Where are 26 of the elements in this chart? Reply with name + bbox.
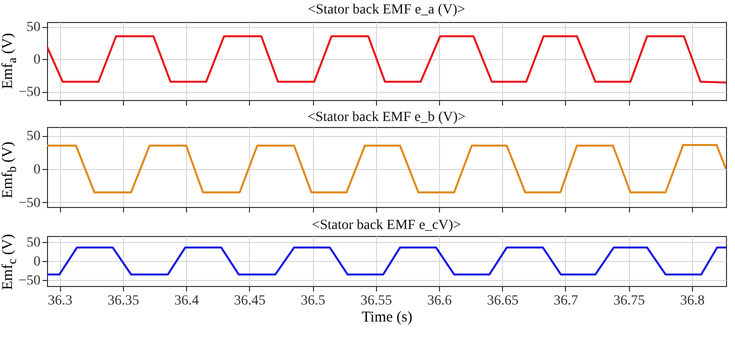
- x-tick-label: 36.6: [427, 294, 452, 308]
- x-tick-label: 36.55: [360, 294, 392, 308]
- chart-title: <Stator back EMF e_b (V)>: [307, 110, 466, 125]
- y-tick-label: −50: [18, 196, 40, 211]
- x-tick-label: 36.3: [48, 294, 72, 308]
- x-tick-label: 36.65: [486, 294, 518, 308]
- y-tick-label: 0: [34, 52, 40, 68]
- x-tick-label: 36.8: [680, 294, 705, 308]
- y-tick-label: 50: [26, 235, 40, 250]
- y-tick-label: −50: [18, 85, 40, 100]
- y-tick-label: 50: [26, 129, 40, 144]
- chart-title: <Stator back EMF e_cV)>: [312, 218, 462, 233]
- chart-title: <Stator back EMF e_a (V)>: [308, 2, 466, 18]
- x-tick-label: 36.45: [234, 294, 266, 308]
- line-series: [47, 35, 726, 84]
- x-axis-title: Time (s): [362, 310, 412, 326]
- x-tick-label: 36.4: [174, 294, 199, 308]
- x-tick-label: 36.7: [554, 294, 578, 308]
- y-tick-label: 0: [34, 162, 40, 178]
- y-tick-label: 50: [26, 20, 40, 36]
- line-series: [47, 144, 726, 194]
- x-tick-label: 36.35: [108, 294, 140, 308]
- x-tick-label: 36.5: [300, 294, 326, 308]
- y-tick-label: −50: [18, 274, 40, 289]
- x-tick-label: 36.75: [613, 294, 645, 308]
- y-tick-label: 0: [34, 254, 40, 270]
